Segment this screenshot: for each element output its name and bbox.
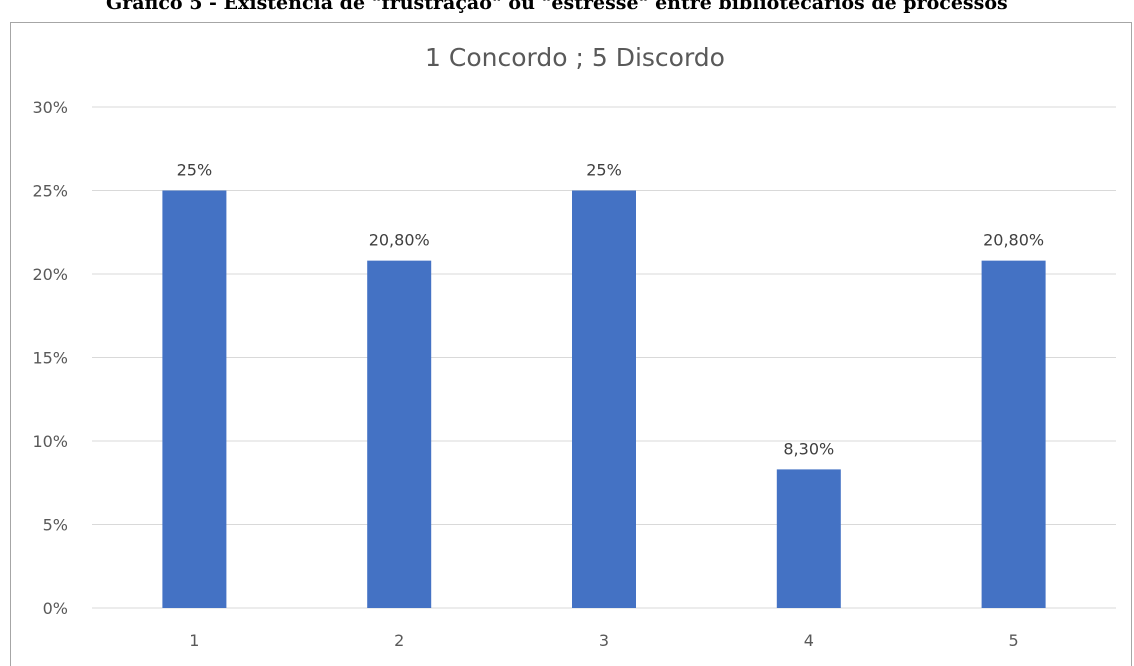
y-tick-label: 20% xyxy=(32,265,68,284)
bar xyxy=(776,469,841,608)
data-label: 20,80% xyxy=(983,231,1044,250)
caption-text: Gráfico 5 - Existência de "frustração" o… xyxy=(106,0,1008,14)
y-tick-label: 5% xyxy=(43,516,68,535)
y-tick-label: 0% xyxy=(43,599,68,618)
x-tick-label: 1 xyxy=(189,631,199,650)
data-label: 25% xyxy=(177,161,213,180)
bar xyxy=(981,260,1046,608)
bar xyxy=(367,260,432,608)
x-tick-label: 2 xyxy=(394,631,404,650)
data-labels: 25% 20,80% 25% 8,30% 20,80% xyxy=(177,161,1044,459)
y-tick-label: 25% xyxy=(32,182,68,201)
y-tick-label: 10% xyxy=(32,432,68,451)
document-caption: Gráfico 5 - Existência de "frustração" o… xyxy=(0,0,1134,22)
y-tick-label: 15% xyxy=(32,349,68,368)
axis-labels: 0% 5% 10% 15% 20% 25% 30% 1 2 3 4 5 xyxy=(32,98,1018,650)
data-label: 25% xyxy=(586,161,622,180)
y-tick-label: 30% xyxy=(32,98,68,117)
x-tick-label: 3 xyxy=(599,631,609,650)
data-label: 8,30% xyxy=(783,439,834,458)
x-tick-label: 5 xyxy=(1009,631,1019,650)
bar xyxy=(162,190,227,608)
x-tick-label: 4 xyxy=(804,631,814,650)
data-label: 20,80% xyxy=(369,231,430,250)
bars xyxy=(162,190,1046,608)
chart-title: 1 Concordo ; 5 Discordo xyxy=(425,43,725,72)
bar xyxy=(572,190,636,608)
